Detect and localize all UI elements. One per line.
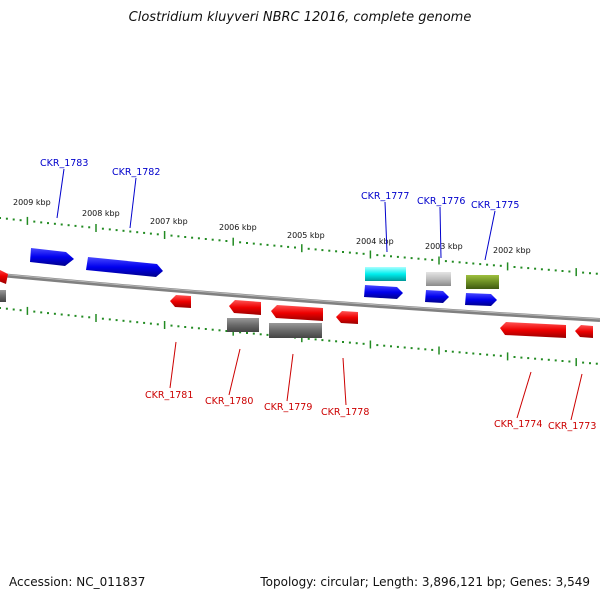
gene-arrow-blue[interactable] [0, 268, 8, 284]
gene-label-ckr-1780[interactable]: CKR_1780 [205, 396, 253, 407]
lower-leader-lines [169, 341, 583, 421]
gene-box-cyan[interactable] [365, 267, 406, 281]
gene-box-gray[interactable] [227, 318, 259, 332]
gene-label-ckr-1776[interactable]: CKR_1776 [417, 196, 465, 207]
gene-box-gray[interactable] [269, 323, 322, 338]
leader-line [384, 201, 388, 253]
gene-label-ckr-1773[interactable]: CKR_1773 [548, 421, 596, 432]
leader-line [484, 210, 496, 261]
leader-line [516, 371, 532, 419]
gene-arrow-red[interactable] [500, 322, 566, 338]
leader-line [56, 168, 65, 219]
gene-box-gray[interactable] [0, 290, 6, 302]
genome-backbone [0, 273, 600, 322]
gene-label-ckr-1782[interactable]: CKR_1782 [112, 167, 160, 178]
kbp-ruler [0, 216, 598, 367]
lower-strand-genes [170, 295, 593, 338]
leader-line [439, 206, 442, 259]
lower-gene-labels: CKR_1781 CKR_1780 CKR_1779 CKR_1778 CKR_… [145, 390, 596, 432]
gene-arrow-red[interactable] [229, 300, 261, 315]
gene-arrow-red[interactable] [575, 325, 593, 338]
gene-box-olive[interactable] [466, 275, 499, 289]
leader-line [570, 373, 583, 421]
kbp-label-2002: 2002 kbp [493, 246, 531, 255]
gene-label-ckr-1774[interactable]: CKR_1774 [494, 419, 542, 430]
gene-arrow-blue[interactable] [465, 293, 497, 306]
kbp-label-2008: 2008 kbp [82, 209, 120, 218]
kbp-label-2003: 2003 kbp [425, 242, 463, 251]
genome-backbone-highlight [0, 273, 600, 320]
kbp-label-2009: 2009 kbp [13, 198, 51, 207]
gene-box-light-gray[interactable] [426, 272, 451, 286]
leader-line [342, 357, 347, 406]
kbp-label-2005: 2005 kbp [287, 231, 325, 240]
upper-gene-labels: CKR_1783 CKR_1782 CKR_1777 CKR_1776 CKR_… [40, 158, 519, 211]
leader-line [169, 341, 177, 389]
leader-line [228, 348, 241, 396]
gene-label-ckr-1778[interactable]: CKR_1778 [321, 407, 369, 418]
leader-line [129, 177, 137, 229]
gene-arrow-red[interactable] [170, 295, 191, 308]
gene-arrow-blue[interactable] [30, 248, 74, 266]
kbp-label-2006: 2006 kbp [219, 223, 257, 232]
gene-arrow-blue[interactable] [364, 285, 403, 299]
gene-arrow-red[interactable] [336, 311, 358, 324]
gene-label-ckr-1779[interactable]: CKR_1779 [264, 402, 312, 413]
kbp-label-2004: 2004 kbp [356, 237, 394, 246]
gene-label-ckr-1777[interactable]: CKR_1777 [361, 191, 409, 202]
upper-leader-lines [56, 168, 496, 261]
leader-line [286, 353, 294, 402]
gene-arrow-blue[interactable] [425, 290, 449, 303]
genome-summary-text: Topology: circular; Length: 3,896,121 bp… [260, 575, 590, 589]
gene-label-ckr-1781[interactable]: CKR_1781 [145, 390, 193, 401]
upper-strand-genes [0, 248, 499, 306]
accession-text: Accession: NC_011837 [9, 575, 146, 589]
gene-label-ckr-1783[interactable]: CKR_1783 [40, 158, 88, 169]
kbp-label-2007: 2007 kbp [150, 217, 188, 226]
gene-arrow-red[interactable] [271, 305, 323, 321]
kbp-tick-labels: 2009 kbp 2008 kbp 2007 kbp 2006 kbp 2005… [13, 198, 531, 255]
gene-label-ckr-1775[interactable]: CKR_1775 [471, 200, 519, 211]
page-title: Clostridium kluyveri NBRC 12016, complet… [128, 10, 472, 25]
gene-arrow-blue[interactable] [86, 257, 163, 277]
